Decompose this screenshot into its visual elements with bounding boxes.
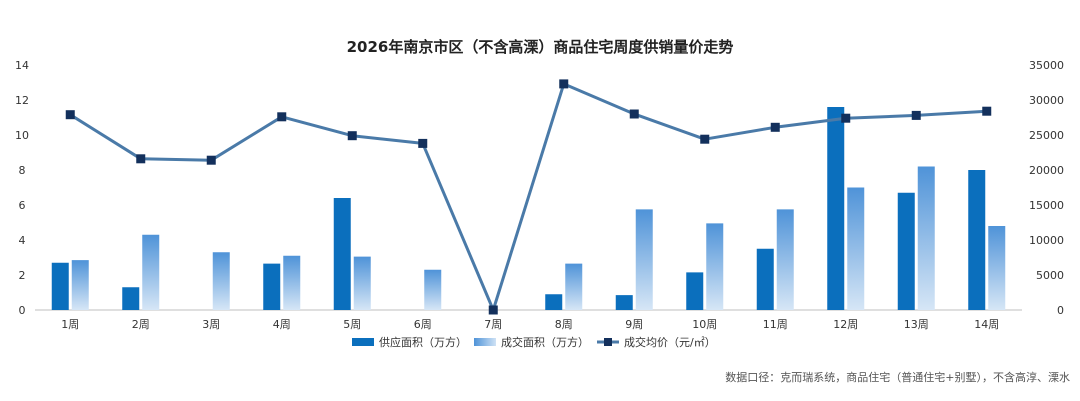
price-point (277, 112, 287, 122)
bar-supply (827, 107, 845, 310)
bar-deal (71, 260, 89, 310)
legend-label: 成交面积（万方） (501, 335, 589, 349)
price-point (418, 138, 428, 148)
x-tick-label: 5周 (343, 318, 361, 331)
price-point (841, 113, 851, 123)
price-point (206, 155, 216, 165)
x-tick-label: 6周 (414, 318, 432, 331)
x-tick-label: 3周 (202, 318, 220, 331)
bar-deal (565, 263, 583, 310)
series-deal-bars (71, 166, 1006, 310)
bar-deal (776, 209, 794, 310)
x-tick-label: 2周 (132, 318, 150, 331)
price-point (559, 79, 569, 89)
price-point (65, 110, 75, 120)
price-point (136, 154, 146, 164)
y-left-tick-label: 0 (19, 304, 26, 317)
bar-supply (756, 248, 774, 310)
y-axis-left: 0 2 4 6 8 10 12 14 (15, 59, 29, 317)
price-line-path (69, 82, 987, 312)
x-tick-label: 12周 (833, 318, 858, 331)
bar-deal (353, 256, 371, 310)
bar-supply (615, 295, 633, 310)
legend: 供应面积（万方） 成交面积（万方） 成交均价（元/㎡） (352, 335, 716, 349)
legend-label: 成交均价（元/㎡） (624, 335, 716, 349)
legend-swatch (474, 338, 496, 346)
legend-item: 成交面积（万方） (474, 335, 589, 349)
bar-deal (142, 234, 160, 310)
source-note: 数据口径：克而瑞系统，商品住宅（普通住宅+别墅），不含高淳、溧水 (725, 370, 1070, 384)
x-tick-label: 9周 (625, 318, 643, 331)
legend-item: 供应面积（万方） (352, 335, 467, 349)
x-tick-label: 10周 (692, 318, 717, 331)
bar-deal (212, 252, 230, 310)
x-tick-label: 1周 (61, 318, 79, 331)
x-tick-label: 8周 (555, 318, 573, 331)
legend-item: 成交均价（元/㎡） (597, 335, 716, 349)
price-point (982, 106, 992, 116)
legend-label: 供应面积（万方） (379, 335, 467, 349)
y-right-tick-label: 25000 (1029, 129, 1064, 142)
y-right-tick-label: 0 (1057, 304, 1064, 317)
bar-deal (283, 255, 301, 310)
bar-deal (988, 226, 1006, 310)
y-left-tick-label: 10 (15, 129, 29, 142)
y-left-tick-label: 6 (19, 199, 26, 212)
x-axis-labels: 1周 2周 3周 4周 5周 6周 7周 8周 9周 10周 11周 12周 13周 14周 (61, 318, 999, 331)
bar-supply (686, 272, 704, 310)
y-right-tick-label: 20000 (1029, 164, 1064, 177)
y-right-tick-label: 35000 (1029, 59, 1064, 72)
y-axis-right: 0 5000 10000 15000 20000 25000 30000 35000 (1029, 59, 1064, 317)
price-point (347, 131, 357, 141)
price-point (488, 305, 498, 315)
y-right-tick-label: 5000 (1036, 269, 1064, 282)
price-point (700, 134, 710, 144)
legend-swatch-marker (604, 338, 612, 346)
bar-deal (917, 166, 935, 310)
bar-supply (263, 263, 281, 310)
x-tick-label: 14周 (974, 318, 999, 331)
price-point (770, 122, 780, 132)
x-tick-label: 11周 (763, 318, 788, 331)
x-tick-label: 4周 (273, 318, 291, 331)
series-price-line (65, 79, 992, 315)
bar-supply (545, 294, 563, 310)
bar-deal (706, 223, 724, 310)
bar-supply (333, 198, 351, 310)
price-point (911, 110, 921, 120)
y-right-tick-label: 10000 (1029, 234, 1064, 247)
legend-swatch (352, 338, 374, 346)
series-supply-bars (51, 107, 986, 310)
bar-supply (122, 287, 140, 310)
y-left-tick-label: 4 (19, 234, 26, 247)
y-left-tick-label: 14 (15, 59, 29, 72)
y-right-tick-label: 15000 (1029, 199, 1064, 212)
y-right-tick-label: 30000 (1029, 94, 1064, 107)
bar-deal (424, 269, 442, 310)
y-left-tick-label: 12 (15, 94, 29, 107)
bar-deal (847, 187, 865, 310)
y-left-tick-label: 2 (19, 269, 26, 282)
bar-deal (635, 209, 653, 310)
x-tick-label: 13周 (904, 318, 929, 331)
chart-title: 2026年南京市区（不含高溧）商品住宅周度供销量价走势 (347, 38, 734, 56)
x-tick-label: 7周 (484, 318, 502, 331)
bar-supply (897, 192, 915, 310)
bar-supply (968, 170, 986, 310)
bar-supply (51, 262, 69, 310)
price-point (629, 109, 639, 119)
y-left-tick-label: 8 (19, 164, 26, 177)
